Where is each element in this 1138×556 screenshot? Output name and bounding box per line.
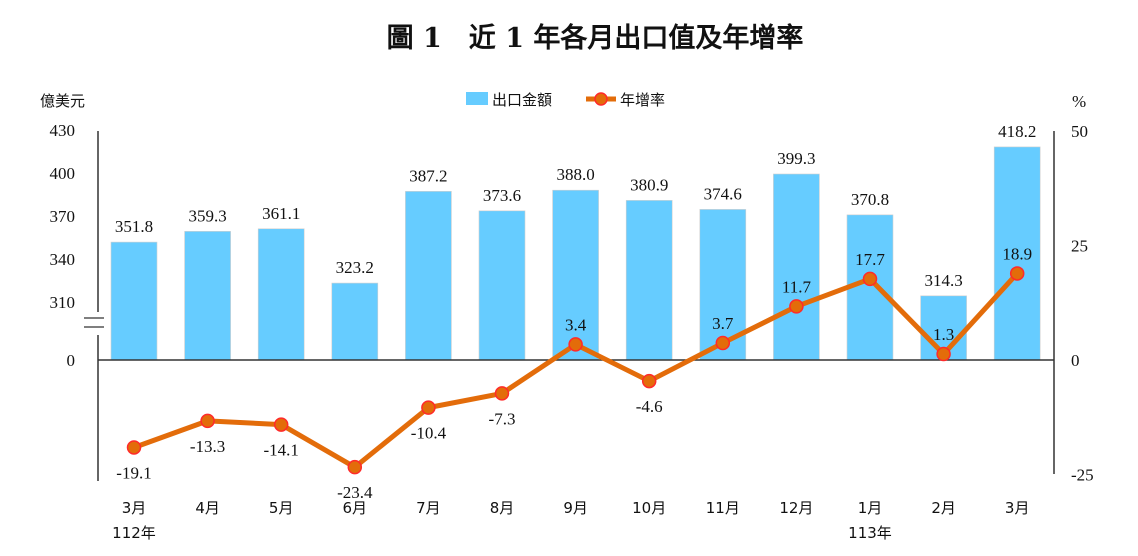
- right-tick-label: 25: [1071, 237, 1088, 256]
- x-tick-label: 11月: [706, 499, 740, 517]
- bar-value-label: 387.2: [409, 166, 447, 185]
- x-tick-label: 10月: [632, 499, 666, 517]
- legend-line-label: 年增率: [620, 91, 665, 109]
- bar: [110, 241, 158, 361]
- growth-rate-point: [936, 346, 951, 362]
- right-axis-unit: %: [1072, 92, 1086, 111]
- growth-rate-point: [494, 386, 510, 401]
- growth-rate-point: [1009, 266, 1025, 281]
- bar-value-label: 323.2: [336, 258, 374, 277]
- bar-value-label: 351.8: [115, 217, 153, 236]
- left-tick-label: 0: [67, 351, 76, 370]
- bar: [184, 231, 231, 361]
- left-tick-label: 430: [50, 121, 76, 140]
- bar-value-label: 370.8: [851, 190, 889, 209]
- bar-value-label: 418.2: [998, 122, 1036, 141]
- x-tick-label: 7月: [416, 499, 441, 517]
- growth-rate-label: 18.9: [1002, 244, 1032, 263]
- left-tick-label: 400: [50, 164, 76, 183]
- bar-value-label: 380.9: [630, 175, 668, 194]
- right-tick-label: 50: [1071, 122, 1088, 141]
- growth-rate-label: -13.3: [190, 437, 225, 456]
- left-tick-label: 370: [50, 207, 76, 226]
- bar: [478, 210, 526, 361]
- bar-value-label: 388.0: [556, 165, 594, 184]
- growth-rate-point: [641, 373, 657, 389]
- legend-bar-label: 出口金額: [492, 91, 552, 109]
- year-label: 113年: [848, 524, 892, 542]
- right-tick-label: 0: [1071, 351, 1080, 370]
- growth-rate-label: -10.4: [411, 424, 447, 443]
- legend-bar-swatch: [466, 92, 488, 105]
- growth-rate-label: 3.7: [712, 314, 734, 333]
- growth-rate-point: [200, 413, 215, 429]
- x-tick-label: 2月: [931, 499, 956, 517]
- right-tick-label: -25: [1071, 466, 1094, 485]
- bar-value-label: 399.3: [777, 149, 815, 168]
- growth-rate-point: [126, 440, 142, 455]
- bar: [625, 200, 673, 361]
- growth-rate-point: [715, 335, 731, 351]
- bar-value-label: 374.6: [704, 184, 742, 203]
- x-tick-label: 4月: [195, 499, 220, 517]
- growth-rate-label: -23.4: [337, 483, 373, 502]
- growth-rate-label: -4.6: [636, 397, 663, 416]
- bar: [552, 189, 599, 361]
- x-tick-label: 6月: [343, 499, 368, 517]
- growth-rate-label: 17.7: [855, 250, 885, 269]
- x-tick-label: 3月: [122, 499, 147, 517]
- x-tick-label: 12月: [779, 499, 813, 517]
- growth-rate-point: [273, 417, 289, 432]
- growth-rate-label: -14.1: [263, 441, 298, 460]
- bar: [405, 191, 452, 361]
- growth-rate-label: 3.4: [565, 315, 587, 334]
- growth-rate-label: -7.3: [489, 409, 516, 428]
- x-tick-label: 3月: [1005, 499, 1030, 517]
- bar: [993, 146, 1041, 361]
- bar: [257, 228, 305, 361]
- x-tick-label: 9月: [563, 499, 588, 517]
- left-axis-unit: 億美元: [40, 92, 85, 110]
- year-label: 112年: [112, 524, 156, 542]
- growth-rate-label: 11.7: [782, 277, 812, 296]
- bar-value-label: 361.1: [262, 204, 300, 223]
- bar: [773, 173, 820, 361]
- growth-rate-point: [862, 271, 878, 287]
- bar-value-label: 359.3: [188, 206, 226, 225]
- left-tick-label: 310: [50, 293, 76, 312]
- growth-rate-point: [789, 299, 804, 314]
- x-tick-label: 1月: [858, 499, 883, 517]
- bar-value-label: 314.3: [924, 271, 962, 290]
- growth-rate-point: [568, 337, 583, 352]
- growth-rate-point: [421, 400, 436, 415]
- growth-rate-label: -19.1: [116, 463, 151, 482]
- x-tick-label: 5月: [269, 499, 294, 517]
- left-tick-label: 340: [50, 250, 76, 269]
- bar: [846, 214, 894, 361]
- growth-rate-point: [347, 459, 363, 475]
- bar-value-label: 373.6: [483, 186, 521, 205]
- legend: 出口金額 年增率: [466, 91, 665, 109]
- legend-line-marker: [594, 92, 608, 106]
- bar: [331, 282, 379, 361]
- growth-rate-label: 1.3: [933, 325, 954, 344]
- x-tick-label: 8月: [490, 499, 515, 517]
- chart-title: 圖 1 近 1 年各月出口值及年增率: [387, 22, 804, 54]
